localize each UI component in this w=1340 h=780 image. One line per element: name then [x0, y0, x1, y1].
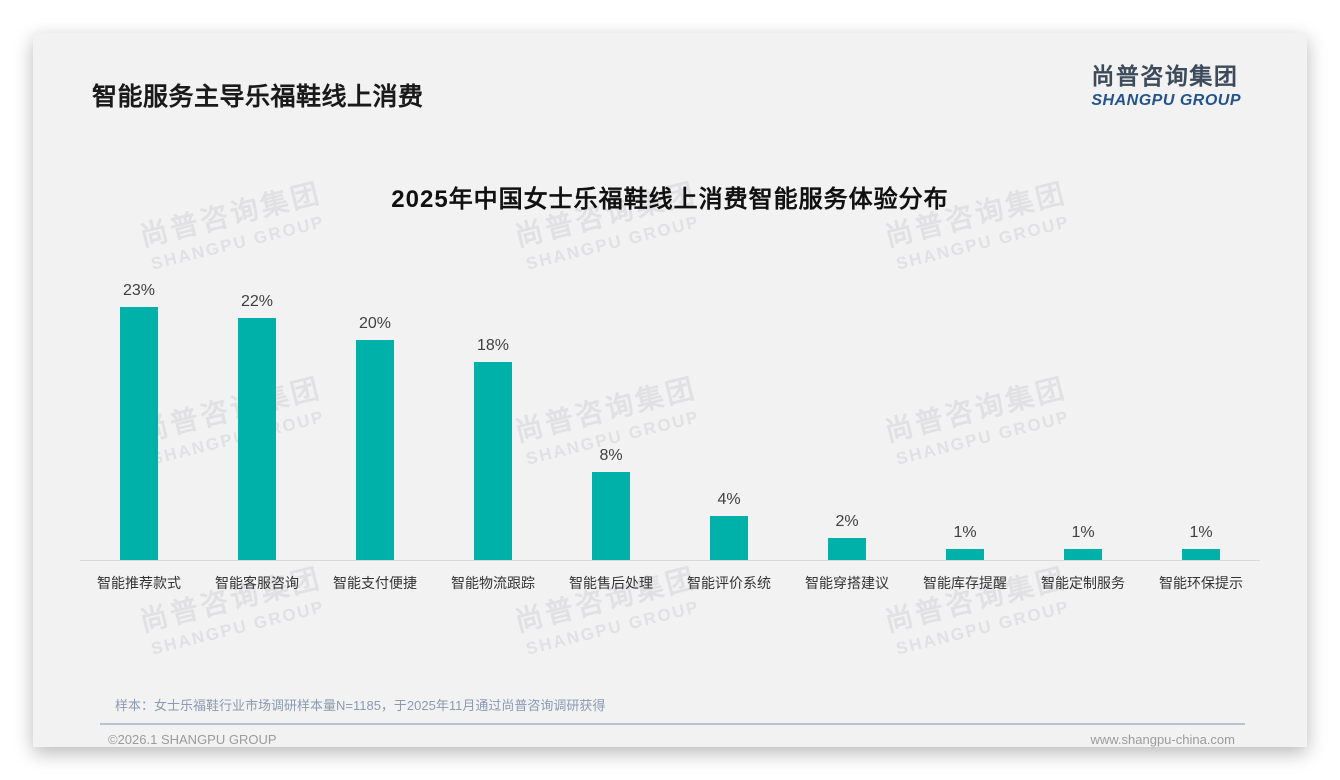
category-label: 智能环保提示 — [1159, 575, 1243, 591]
bar-value-label: 1% — [1071, 524, 1095, 541]
bar-value-label: 22% — [240, 293, 274, 310]
bar-value-label: 18% — [476, 337, 510, 354]
bar-column: 1% — [1024, 523, 1142, 560]
category-label: 智能物流跟踪 — [451, 575, 535, 591]
footer-divider — [100, 723, 1245, 725]
bar-value-label: 2% — [835, 513, 859, 530]
bar-value-label: 8% — [599, 447, 623, 464]
slide-card: 尚普咨询集团 SHANGPU GROUP 尚普咨询集团 SHANGPU GROUP 尚普… — [33, 33, 1307, 747]
bar — [120, 307, 158, 560]
bar — [238, 318, 276, 560]
bar — [710, 516, 748, 560]
bar — [946, 549, 984, 560]
category-label: 智能售后处理 — [569, 575, 653, 591]
chart-title: 2025年中国女士乐福鞋线上消费智能服务体验分布 — [391, 186, 949, 213]
bar-column: 18% — [434, 336, 552, 560]
category-label: 智能穿搭建议 — [805, 575, 889, 591]
chart-plot: 23% 22% 20% 18% 8% 4% 2% 1% 1% 1% — [80, 271, 1260, 561]
bar-column: 23% — [80, 281, 198, 560]
category-label: 智能评价系统 — [687, 575, 771, 591]
bar-column: 8% — [552, 446, 670, 560]
bar-value-label: 23% — [122, 282, 156, 299]
footer: ©2026.1 SHANGPU GROUP www.shangpu-china.… — [33, 725, 1307, 747]
category-label: 智能客服咨询 — [215, 575, 299, 591]
category-label: 智能库存提醒 — [923, 575, 1007, 591]
bar-column: 22% — [198, 292, 316, 560]
bar-value-label: 4% — [717, 491, 741, 508]
bar-value-label: 1% — [1189, 524, 1213, 541]
bar-column: 2% — [788, 512, 906, 560]
brand-logo-en: SHANGPU GROUP — [1091, 92, 1241, 109]
watermark-en-text: SHANGPU GROUP — [149, 597, 327, 659]
bar-value-label: 1% — [953, 524, 977, 541]
brand-logo: 尚普咨询集团 SHANGPU GROUP — [1091, 57, 1241, 110]
bar — [474, 362, 512, 560]
category-label: 智能支付便捷 — [333, 575, 417, 591]
watermark-en-text: SHANGPU GROUP — [524, 597, 702, 659]
bar-column: 4% — [670, 490, 788, 560]
bar — [356, 340, 394, 560]
bar-column: 1% — [1142, 523, 1260, 560]
bar-value-label: 20% — [358, 315, 392, 332]
category-label: 智能推荐款式 — [97, 575, 181, 591]
chart-categories: 智能推荐款式 智能客服咨询 智能支付便捷 智能物流跟踪 智能售后处理 智能评价系统 智能穿搭… — [80, 561, 1260, 593]
bar — [1064, 549, 1102, 560]
bar — [828, 538, 866, 560]
bar-chart: 2025年中国女士乐福鞋线上消费智能服务体验分布 23% 22% 20% 18% 8% 4… — [80, 179, 1260, 593]
bar — [592, 472, 630, 560]
watermark-en-text: SHANGPU GROUP — [894, 597, 1072, 659]
page-title: 智能服务主导乐福鞋线上消费 — [92, 83, 424, 111]
bar — [1182, 549, 1220, 560]
brand-logo-cn: 尚普咨询集团 — [1091, 63, 1239, 89]
sample-note: 样本：女士乐福鞋行业市场调研样本量N=1185，于2025年11月通过尚普咨询调… — [115, 698, 606, 713]
copyright-text: ©2026.1 SHANGPU GROUP — [108, 732, 277, 747]
website-url: www.shangpu-china.com — [1090, 732, 1235, 747]
category-label: 智能定制服务 — [1041, 575, 1125, 591]
bar-column: 1% — [906, 523, 1024, 560]
bar-column: 20% — [316, 314, 434, 560]
